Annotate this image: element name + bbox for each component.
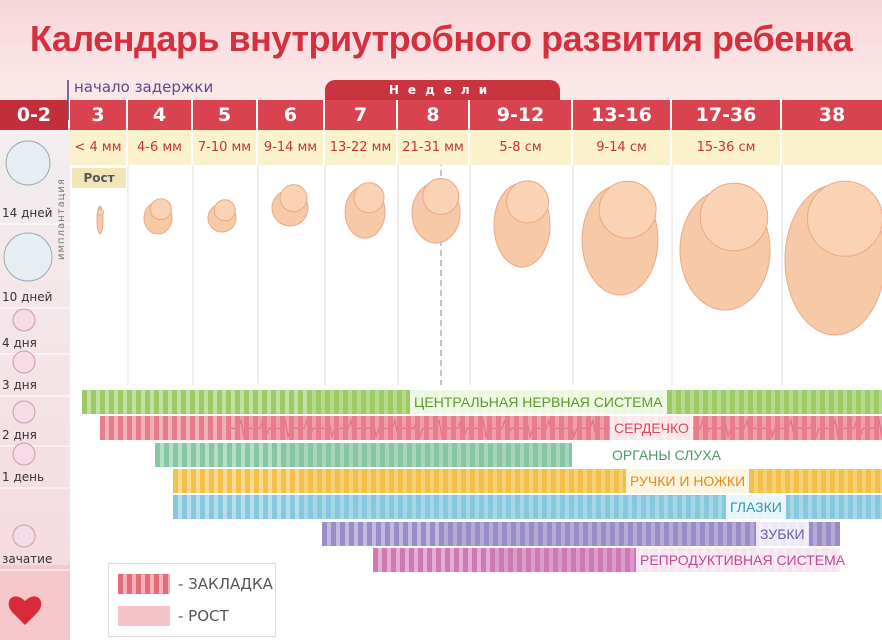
week-cell: 5 <box>193 100 256 130</box>
embryo-head <box>97 208 105 216</box>
legend-swatch <box>118 606 170 626</box>
size-cell: 9-14 мм <box>258 130 323 165</box>
week-cell: 7 <box>325 100 396 130</box>
day-label: 14 дней <box>2 206 53 220</box>
size-cell: 7-10 мм <box>193 130 256 165</box>
day-label: 2 дня <box>2 428 37 442</box>
heart <box>8 596 42 625</box>
implantation-label: имплантация <box>56 178 67 260</box>
title: Календарь внутриутробного развития ребен… <box>0 0 882 78</box>
system-name: ОРГАНЫ СЛУХА <box>608 442 726 467</box>
size-cell <box>782 130 882 165</box>
delay-note: начало задержки <box>74 78 214 96</box>
cell-image <box>5 140 51 186</box>
legend-label: - РОСТ <box>178 607 229 625</box>
size-cell: 15-36 см <box>672 130 780 165</box>
embryo-head <box>598 180 657 239</box>
system-name: РЕПРОДУКТИВНАЯ СИСТЕМА <box>636 547 850 572</box>
embryo-head <box>213 199 236 222</box>
size-cell: 5-8 см <box>470 130 571 165</box>
cell-image <box>12 524 36 548</box>
week-cell: 6 <box>258 100 323 130</box>
embryo-head <box>353 182 385 214</box>
cell-image <box>12 442 36 466</box>
week-cell: 4 <box>128 100 191 130</box>
week-cell: 38 <box>782 100 882 130</box>
left-column <box>0 130 70 640</box>
delay-marker <box>67 80 69 120</box>
system-name: СЕРДЕЧКО <box>610 416 693 441</box>
cell-image <box>3 232 53 282</box>
legend-label: - ЗАКЛАДКА <box>178 575 273 593</box>
size-cell: 9-14 см <box>573 130 670 165</box>
embryo-head <box>807 180 882 257</box>
day-label: 1 день <box>2 470 45 484</box>
system-bar <box>155 442 572 467</box>
growth-label: Рост <box>72 168 126 188</box>
week-cell: 9-12 <box>470 100 571 130</box>
cell-image <box>12 308 36 332</box>
size-cell: 4-6 мм <box>128 130 191 165</box>
embryo-head <box>699 182 769 252</box>
day-label: 4 дня <box>2 336 37 350</box>
system-name: ГЛАЗКИ <box>726 495 786 520</box>
system-bar <box>100 416 882 441</box>
week-cell: 3 <box>70 100 126 130</box>
size-cell: 13-22 мм <box>325 130 396 165</box>
week-cell: 13-16 <box>573 100 670 130</box>
week-cell: 8 <box>398 100 468 130</box>
embryo-head <box>422 178 460 215</box>
cell-image <box>12 350 36 374</box>
size-cell: < 4 мм <box>70 130 126 165</box>
size-cell: 21-31 мм <box>398 130 468 165</box>
week-cell: 0-2 <box>0 100 68 130</box>
day-label: зачатие <box>2 552 53 566</box>
system-bar <box>322 521 840 546</box>
embryo-head <box>279 184 308 213</box>
weeks-label: Недели <box>325 80 560 100</box>
system-name: РУЧКИ И НОЖКИ <box>626 468 750 493</box>
graphics <box>0 130 882 625</box>
cell-image <box>12 400 36 424</box>
day-label: 3 дня <box>2 378 37 392</box>
week-cell: 17-36 <box>672 100 780 130</box>
system-bar <box>173 468 882 493</box>
legend-swatch <box>118 574 170 594</box>
day-label: 10 дней <box>2 290 53 304</box>
system-name: ЗУБКИ <box>756 521 809 546</box>
embryo-head <box>506 180 550 224</box>
system-name: ЦЕНТРАЛЬНАЯ НЕРВНАЯ СИСТЕМА <box>410 390 667 414</box>
embryo-head <box>149 198 172 221</box>
